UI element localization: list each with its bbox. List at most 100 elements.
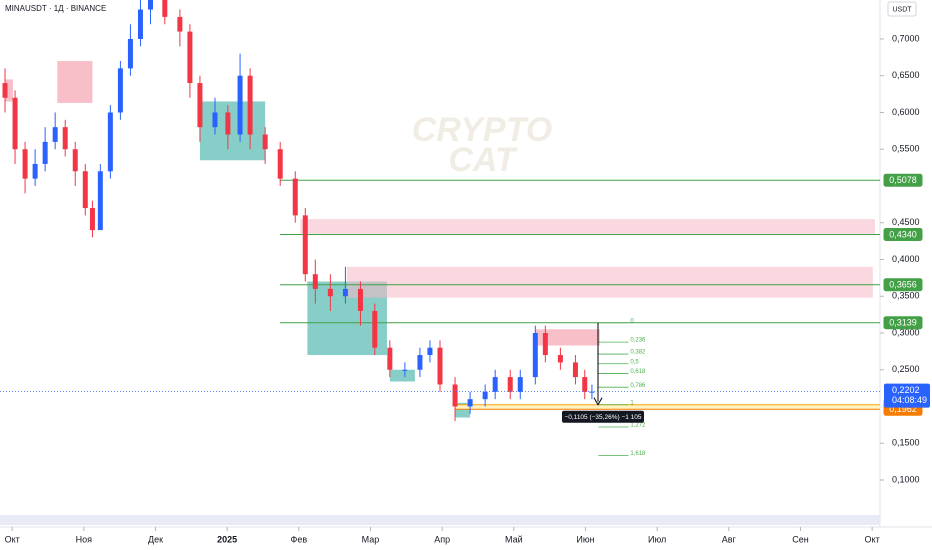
currency-button[interactable]	[887, 1, 917, 17]
candle-body	[417, 355, 423, 370]
candle-body	[437, 347, 443, 385]
fib-label: 0,236	[630, 338, 646, 344]
x-tick-label: Сен	[792, 534, 809, 544]
candle-body	[197, 83, 203, 128]
zone	[300, 219, 875, 234]
candle-body	[582, 377, 588, 392]
y-tick-label: 0,7000	[892, 33, 920, 43]
x-tick-label: Дек	[148, 534, 163, 544]
candle-body	[127, 38, 133, 69]
level-tag	[883, 278, 923, 292]
countdown-label: 04:08:49	[892, 395, 927, 405]
zone	[389, 369, 415, 382]
candle-body	[372, 310, 378, 348]
candle-body	[427, 347, 433, 356]
x-tick-label: Ноя	[76, 534, 93, 544]
fib-label: 1,618	[630, 451, 646, 457]
candle-body	[492, 377, 498, 392]
candle-body	[532, 332, 538, 378]
zone	[346, 266, 873, 298]
fib-label: 1	[630, 400, 634, 406]
candle-body	[237, 75, 243, 135]
x-tick-label: Май	[505, 534, 523, 544]
y-tick-label: 0,4500	[892, 217, 920, 227]
y-tick-label: 0,6500	[892, 70, 920, 80]
x-tick-label: Окт	[865, 534, 880, 544]
candle-body	[82, 171, 88, 209]
candle-body	[589, 391, 595, 393]
measure-label: −0,1105 (−35,26%) −1 105	[564, 414, 641, 421]
y-tick-label: 0,6000	[892, 107, 920, 117]
candle-body	[97, 171, 103, 231]
candle-body	[357, 288, 363, 311]
candle-body	[327, 288, 333, 297]
level-tag-label: 0,3656	[889, 280, 917, 290]
candle-body	[147, 0, 153, 10]
candle-body	[2, 83, 8, 98]
level-tag	[883, 173, 923, 187]
candle-body	[72, 149, 78, 172]
y-tick-label: 0,1500	[892, 438, 920, 448]
candle-body	[292, 178, 298, 216]
candle-body	[177, 16, 183, 32]
fib-label: 0,382	[630, 350, 646, 356]
level-tag-label: 0,5078	[889, 175, 917, 185]
candle-body	[89, 208, 95, 231]
candle-body	[507, 377, 513, 392]
level-tag-label: 0,3139	[889, 318, 917, 328]
y-tick-label: 0,2500	[892, 364, 920, 374]
x-tick-label: Фев	[291, 534, 308, 544]
y-tick-label: 0,3500	[892, 291, 920, 301]
fib-label: 1,272	[630, 423, 646, 429]
candle-body	[467, 399, 473, 407]
candle-body	[312, 274, 318, 289]
candle-body	[107, 112, 113, 172]
candle-body	[187, 31, 193, 84]
candle-body	[387, 347, 393, 370]
candle-body	[62, 127, 68, 150]
candle-body	[225, 112, 231, 135]
chart-title: MINAUSDT · 1Д · BINANCE	[5, 4, 106, 13]
measure-box	[562, 410, 644, 423]
watermark: CRYPTO	[412, 111, 552, 149]
candle-body	[32, 163, 38, 179]
candle-body	[212, 112, 218, 128]
candle-body	[517, 377, 523, 392]
candle-body	[262, 134, 268, 150]
last-price-tag	[884, 383, 930, 408]
last-price-label: 0,2202	[892, 385, 920, 395]
candle-body	[342, 288, 348, 297]
fib-label: 0,5	[630, 359, 639, 365]
currency-button-label[interactable]: USDT	[892, 6, 912, 13]
candle-body	[572, 362, 578, 378]
candle-body	[117, 68, 123, 113]
level-tag-label: 0,4340	[889, 229, 917, 239]
candle-body	[482, 391, 488, 400]
candle-body	[42, 141, 48, 164]
fib-label: 0,618	[630, 369, 646, 375]
zone	[57, 61, 93, 103]
x-tick-label: Окт	[5, 534, 20, 544]
measure-arrowhead	[593, 397, 603, 406]
x-tick-label: Авг	[722, 534, 737, 544]
zone	[5, 79, 13, 102]
y-tick-label: 0,1000	[892, 474, 920, 484]
level-band	[455, 404, 880, 410]
y-tick-label: 0,5500	[892, 144, 920, 154]
watermark: CAT	[448, 141, 519, 179]
candle-body	[52, 127, 58, 142]
x-tick-label: Мар	[362, 534, 380, 544]
candle-body	[452, 384, 458, 407]
y-tick-label: 0,3000	[892, 327, 920, 337]
fib-label: 0	[630, 318, 634, 324]
level-tag	[883, 316, 923, 330]
candle-body	[277, 149, 283, 179]
candle-body	[302, 215, 308, 275]
candle-body	[557, 355, 563, 363]
candle-body	[137, 9, 143, 39]
x-tick-label: Июл	[648, 534, 666, 544]
candle-body	[12, 97, 18, 150]
x-tick-label: Июн	[576, 534, 594, 544]
zone	[199, 101, 266, 161]
